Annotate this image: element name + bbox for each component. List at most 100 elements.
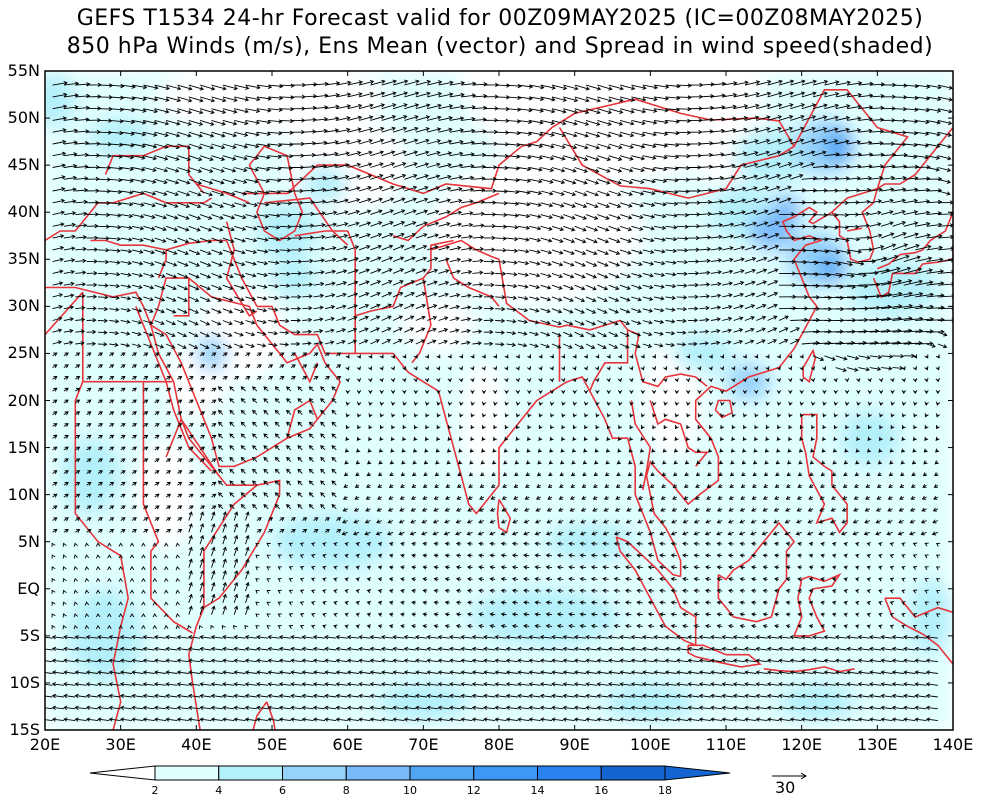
- wind-vector: [438, 80, 454, 86]
- wind-vector: [812, 658, 825, 663]
- wind-vector: [165, 119, 181, 126]
- wind-vector: [500, 565, 507, 570]
- wind-vector: [878, 389, 884, 395]
- wind-vector: [177, 214, 190, 220]
- wind-vector: [797, 553, 802, 558]
- wind-vector: [505, 658, 518, 663]
- wind-vector: [63, 481, 69, 486]
- wind-vector: [727, 531, 734, 536]
- wind-vector: [154, 446, 160, 451]
- wind-vector: [302, 105, 317, 111]
- wind-vector: [131, 517, 137, 522]
- wind-vector: [546, 507, 553, 512]
- wind-vector: [313, 164, 328, 169]
- wind-vector: [324, 705, 337, 710]
- wind-vector: [551, 331, 562, 337]
- wind-vector: [495, 318, 506, 323]
- wind-vector: [370, 103, 386, 110]
- wind-vector: [422, 576, 428, 582]
- wind-vector: [347, 257, 359, 263]
- wind-vector: [784, 519, 791, 524]
- wind-vector: [675, 424, 679, 430]
- wind-vector: [778, 91, 794, 98]
- wind-vector: [426, 139, 442, 145]
- wind-vector: [355, 460, 360, 465]
- wind-vector: [556, 612, 564, 617]
- wind-vector: [95, 601, 101, 606]
- wind-vector: [551, 119, 567, 126]
- wind-vector: [812, 693, 825, 699]
- wind-vector: [177, 343, 187, 349]
- wind-vector: [404, 268, 416, 274]
- wind-vector: [154, 143, 169, 149]
- wind-vector: [719, 377, 725, 383]
- wind-vector: [52, 434, 58, 439]
- wind-vector: [107, 589, 112, 594]
- wind-vector: [733, 186, 747, 192]
- wind-vector: [625, 531, 632, 536]
- wind-vector: [619, 670, 632, 675]
- wind-vector: [290, 705, 303, 710]
- wind-vector: [869, 670, 882, 675]
- wind-vector: [75, 282, 87, 287]
- wind-vector: [585, 237, 598, 244]
- wind-vector: [739, 553, 745, 558]
- wind-vector: [732, 705, 745, 710]
- wind-vector: [267, 646, 280, 652]
- wind-vector: [322, 577, 327, 582]
- wind-vector: [754, 425, 759, 430]
- coastline: [252, 701, 268, 730]
- wind-vector: [722, 269, 734, 274]
- wind-vector: [665, 248, 678, 254]
- wind-vector: [234, 331, 244, 337]
- wind-vector: [433, 600, 439, 605]
- wind-vector: [705, 588, 711, 593]
- wind-vector: [63, 670, 76, 675]
- wind-vector: [756, 162, 770, 168]
- wind-vector: [381, 717, 394, 722]
- wind-vector: [331, 445, 337, 451]
- wind-vector: [400, 541, 405, 547]
- colorbar-label: 2: [151, 784, 159, 797]
- wind-vector: [695, 483, 700, 488]
- wind-vector: [603, 519, 609, 524]
- wind-vector: [299, 542, 305, 547]
- wind-vector: [606, 436, 611, 441]
- wind-vector: [154, 343, 165, 349]
- wind-vector: [903, 353, 916, 359]
- wind-vector: [642, 670, 655, 675]
- wind-vector: [222, 693, 235, 699]
- wind-vector: [935, 366, 940, 371]
- wind-vector: [118, 577, 123, 582]
- wind-vector: [527, 401, 532, 406]
- wind-vector: [302, 188, 316, 193]
- wind-vector: [426, 80, 443, 86]
- wind-vector: [392, 162, 407, 168]
- wind-vector: [97, 634, 110, 640]
- wind-vector: [426, 127, 442, 133]
- wind-vector: [688, 271, 700, 276]
- wind-vector: [504, 354, 509, 359]
- wind-vector: [495, 236, 508, 241]
- wind-vector: [847, 224, 860, 230]
- wind-vector: [347, 245, 360, 251]
- wind-vector: [358, 717, 371, 722]
- wind-vector: [766, 634, 780, 640]
- wind-vector: [767, 339, 777, 345]
- wind-vector: [903, 210, 919, 216]
- wind-vector: [800, 717, 814, 722]
- wind-vector: [358, 79, 375, 86]
- wind-vector: [866, 460, 871, 465]
- wind-vector: [266, 566, 271, 571]
- wind-vector: [742, 366, 747, 371]
- wind-vector: [402, 424, 407, 430]
- wind-vector: [119, 717, 133, 722]
- wind-vector: [858, 175, 873, 181]
- wind-vector: [188, 505, 194, 510]
- wind-vector: [739, 588, 745, 594]
- wind-vector: [256, 284, 268, 289]
- wind-vector: [85, 658, 99, 663]
- wind-vector: [336, 245, 348, 251]
- wind-vector: [540, 331, 551, 337]
- wind-vector: [108, 658, 121, 663]
